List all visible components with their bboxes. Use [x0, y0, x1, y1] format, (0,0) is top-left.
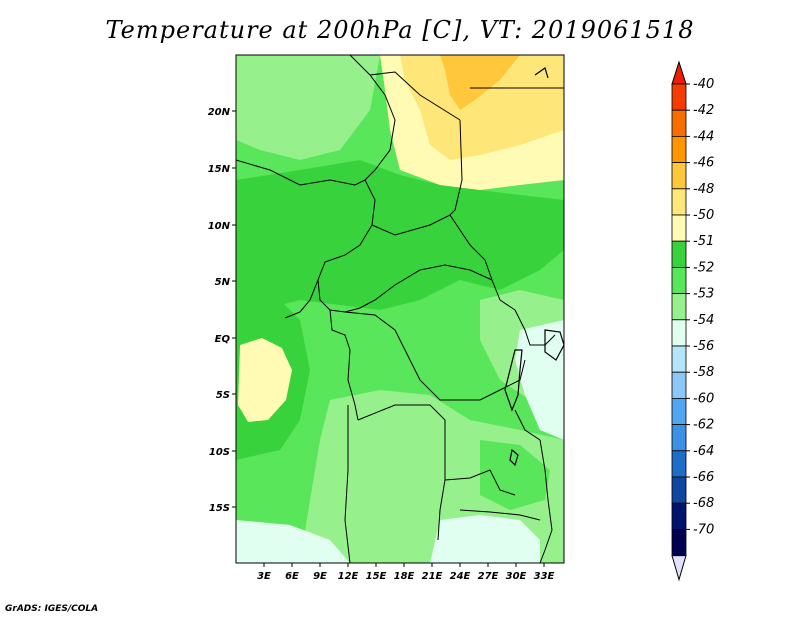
field-yellow — [400, 55, 564, 160]
colorbar-swatch — [671, 450, 687, 478]
colorbar-label: -62 — [693, 418, 714, 433]
colorbar-label: -56 — [693, 339, 714, 354]
map-frame — [235, 54, 565, 564]
lon-label: 21E — [422, 571, 443, 582]
colorbar-label: -66 — [693, 470, 714, 485]
lat-axis: 20N 15N 10N 5N EQ 5S 10S 15S — [208, 107, 236, 514]
colorbar-label: -60 — [693, 391, 714, 406]
colorbar-swatch — [671, 476, 687, 504]
lat-label: 20N — [208, 107, 231, 118]
lon-label: 6E — [285, 571, 299, 582]
colorbar-arrow-bottom — [671, 555, 687, 582]
colorbar-swatch — [671, 345, 687, 373]
colorbar-label: -51 — [693, 234, 714, 249]
colorbar-swatch — [671, 162, 687, 190]
colorbar-swatch — [671, 240, 687, 268]
colorbar-swatch — [671, 135, 687, 163]
lat-label: 10S — [209, 447, 230, 458]
colorbar-label: -68 — [693, 496, 714, 511]
field-green-patch — [480, 440, 550, 510]
colorbar-label: -40 — [693, 77, 714, 92]
colorbar-swatch — [671, 397, 687, 425]
lat-label: 5S — [216, 390, 230, 401]
colorbar-swatch — [671, 319, 687, 347]
colorbar-label: -48 — [693, 182, 714, 197]
colorbar-swatch — [671, 109, 687, 137]
lat-label: 10N — [208, 221, 231, 232]
lon-label: 9E — [313, 571, 327, 582]
colorbar-label: -52 — [693, 260, 714, 275]
lon-label: 15E — [366, 571, 387, 582]
colorbar-label: -46 — [693, 156, 714, 171]
field-cyan-east — [515, 320, 564, 440]
colorbar: -40 -42 -44 -46 -48 -50 -51 -52 -53 -54 -56 -58 -60 -… — [671, 60, 714, 582]
colorbar-swatch — [671, 83, 687, 111]
colorbar-swatch — [671, 188, 687, 216]
lon-label: 33E — [534, 571, 555, 582]
colorbar-label: -50 — [693, 208, 714, 223]
colorbar-swatch — [671, 424, 687, 452]
colorbar-label: -70 — [693, 522, 714, 537]
colorbar-swatch — [671, 371, 687, 399]
map-title: Temperature at 200hPa [C], VT: 201906151… — [105, 16, 695, 44]
colorbar-label: -53 — [693, 287, 714, 302]
colorbar-label: -44 — [693, 129, 714, 144]
colorbar-swatch — [671, 214, 687, 242]
colorbar-label: -54 — [693, 313, 714, 328]
colorbar-swatch — [671, 293, 687, 321]
colorbar-label: -64 — [693, 444, 714, 459]
country-borders — [236, 55, 564, 563]
lon-label: 30E — [506, 571, 527, 582]
colorbar-swatch — [671, 266, 687, 294]
colorbar-label: -42 — [693, 103, 714, 118]
grads-credit: GrADS: IGES/COLA — [5, 604, 99, 614]
lon-label: 27E — [478, 571, 499, 582]
lon-label: 18E — [394, 571, 415, 582]
lat-label: 5N — [215, 277, 231, 288]
lon-label: 24E — [450, 571, 471, 582]
lon-label: 12E — [338, 571, 359, 582]
field-yellow-blob — [238, 338, 292, 422]
lon-axis: 3E 6E 9E 12E 15E 18E 21E 24E 27E 30E 33E — [257, 563, 555, 582]
lon-label: 3E — [257, 571, 271, 582]
lat-label: 15N — [208, 164, 231, 175]
colorbar-label: -58 — [693, 365, 714, 380]
field-cyan-south — [430, 515, 540, 563]
lat-label: 15S — [209, 503, 230, 514]
temperature-field — [236, 55, 564, 563]
lat-label: EQ — [215, 334, 231, 345]
field-cyan-southwest — [236, 520, 350, 563]
field-light-green-north — [236, 55, 380, 160]
coastlines-lakes — [504, 67, 564, 467]
field-orange — [440, 55, 520, 110]
colorbar-swatch — [671, 529, 687, 557]
colorbar-swatch — [671, 502, 687, 530]
colorbar-arrow-top — [671, 60, 687, 85]
